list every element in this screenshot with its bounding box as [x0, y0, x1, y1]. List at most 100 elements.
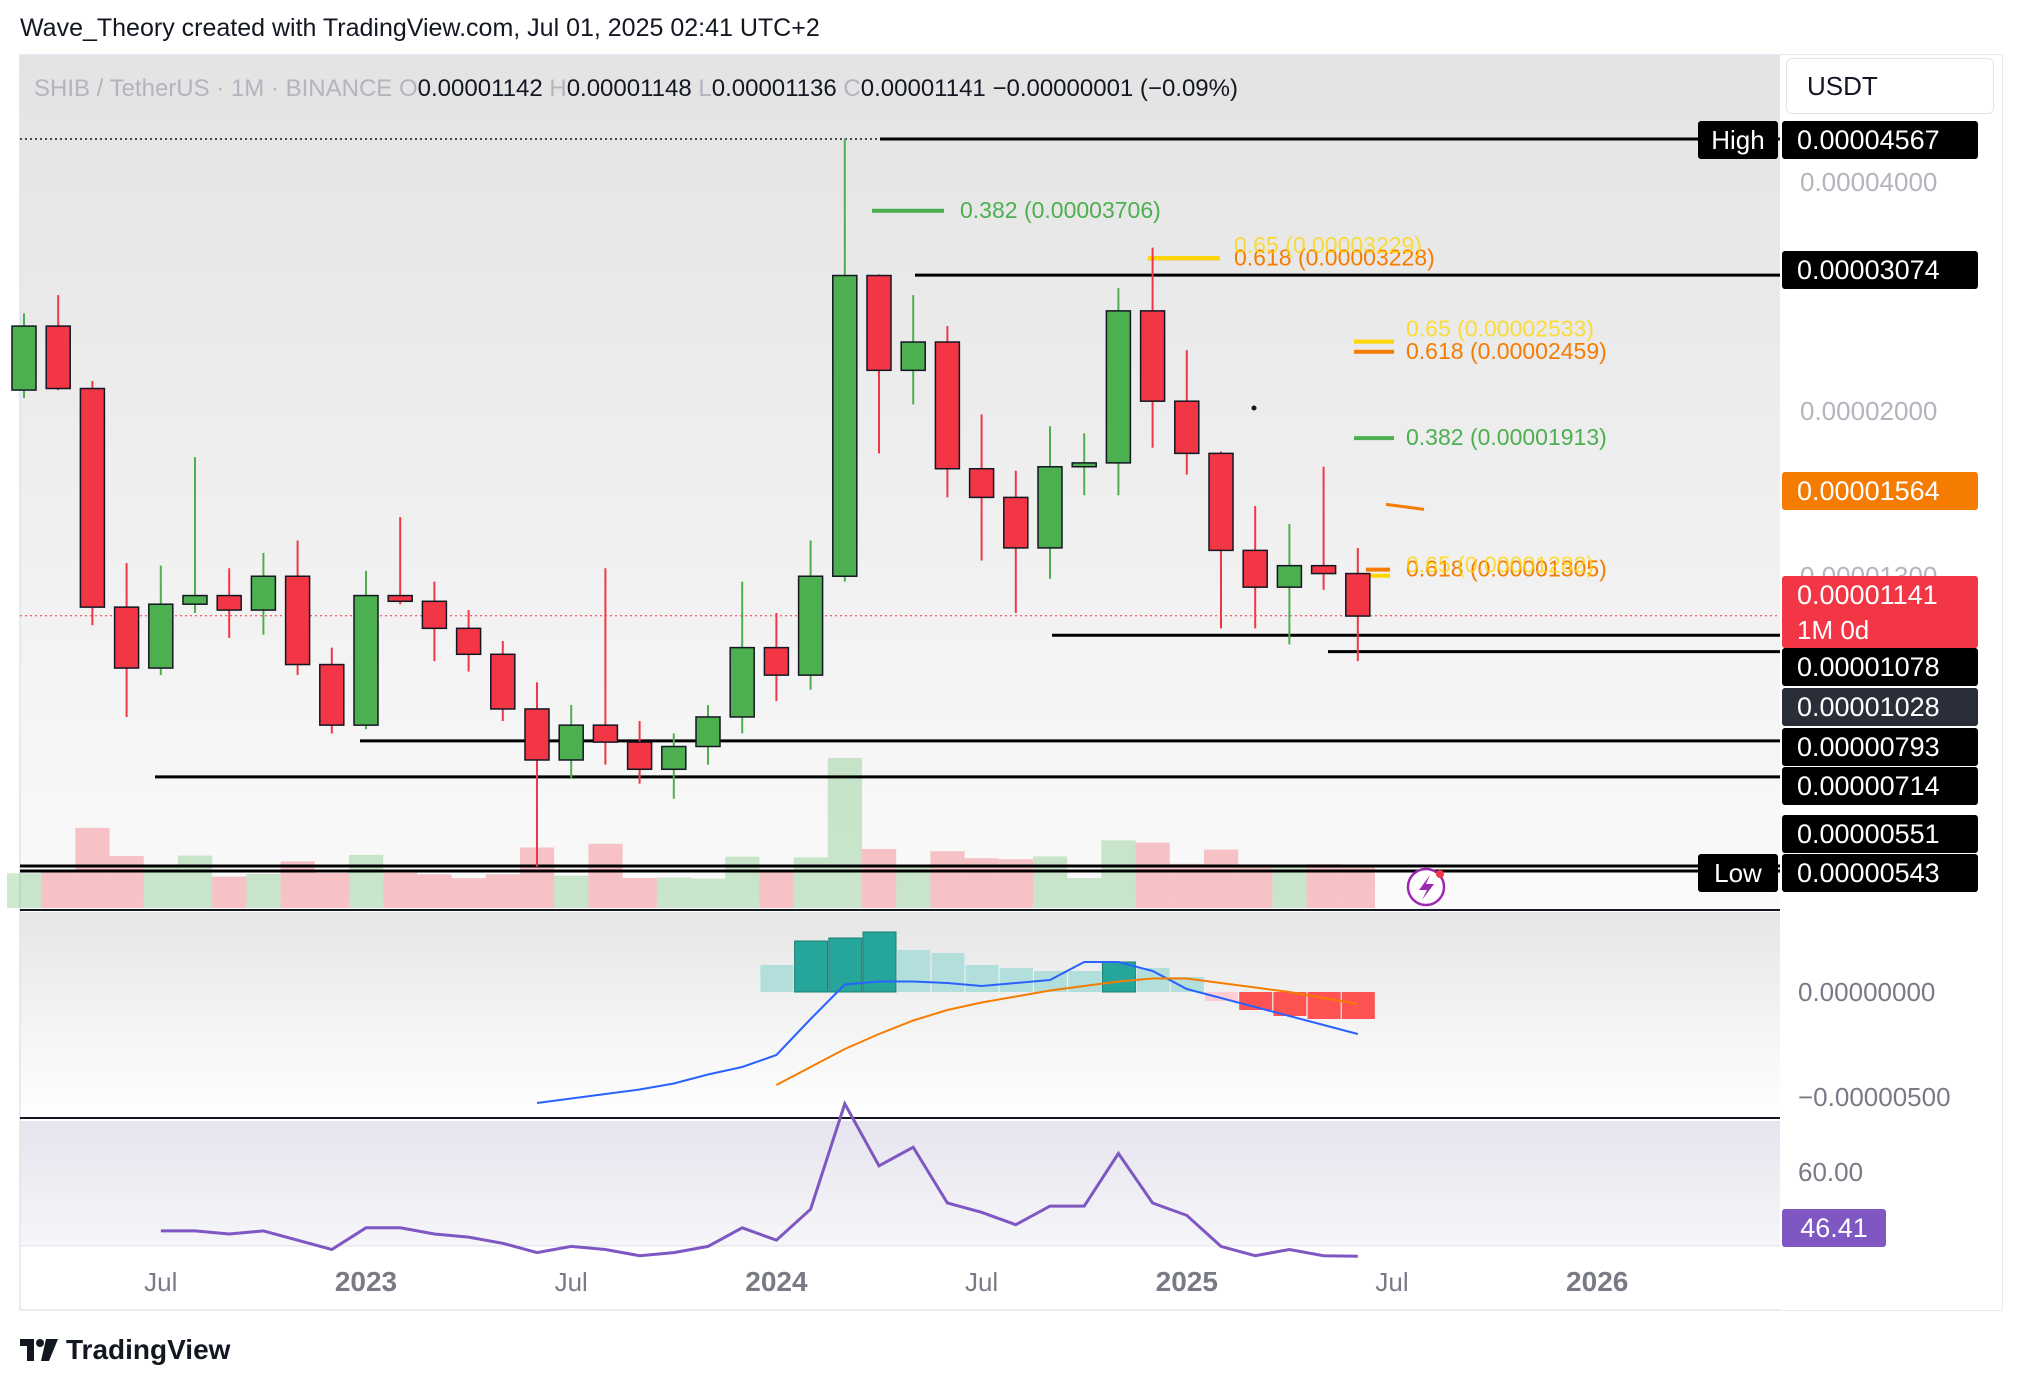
macd-histogram-bar — [1101, 961, 1136, 993]
rsi-value-tag — [1782, 1209, 1886, 1247]
time-tick-label: 2026 — [1566, 1266, 1628, 1297]
volume-bar — [109, 856, 144, 908]
price-tag — [1782, 121, 1978, 159]
price-tag-value: 0.00001141 — [1797, 580, 1938, 610]
candle-body — [1174, 400, 1200, 455]
candle-body — [387, 594, 413, 603]
candle-body — [524, 708, 550, 761]
volume-bar — [485, 874, 520, 908]
fib-label: 0.65 (0.00002533) — [1406, 316, 1594, 342]
candle-body — [1310, 564, 1337, 575]
volume-bar — [588, 843, 623, 908]
macd-histogram-bar — [1068, 971, 1102, 992]
macd-histogram-bar — [1205, 992, 1238, 1001]
rsi-value: 46.41 — [1800, 1213, 1868, 1243]
macd-histogram-bar — [965, 965, 999, 992]
time-tick-label: Jul — [555, 1267, 588, 1297]
candle-body — [592, 724, 619, 743]
volume-bar — [41, 870, 76, 908]
time-tick-label: 2024 — [745, 1266, 808, 1297]
currency-selector[interactable]: USDT — [1786, 58, 1994, 114]
price-tag — [1782, 767, 1978, 805]
fib-levels: 0.382 (0.00003706)0.618 (0.00003228)0.65… — [872, 197, 1607, 582]
time-tick-label: 2023 — [335, 1266, 397, 1297]
candle-body — [79, 387, 106, 608]
legend-segment: 0.00001136 — [712, 75, 844, 102]
extreme-tag-label: High — [1711, 125, 1764, 155]
volume-bar — [178, 855, 213, 908]
candle-body — [1276, 564, 1303, 588]
time-tick-label: 2025 — [1156, 1266, 1218, 1297]
volume-bar — [1101, 840, 1136, 908]
candle-body — [900, 341, 926, 372]
price-tag-countdown: 1M 0d — [1797, 615, 1869, 645]
rsi-pane — [160, 1100, 1358, 1258]
macd-histogram-bar — [794, 940, 829, 993]
macd-tick-label: −0.00000500 — [1798, 1082, 1951, 1112]
candle-body — [216, 594, 242, 611]
volume-bar — [246, 873, 281, 908]
price-tag — [1782, 728, 1978, 766]
candle-body — [353, 594, 379, 726]
macd-histogram-bar — [931, 953, 965, 992]
chart-caption: Wave_Theory created with TradingView.com… — [20, 14, 820, 42]
ohlc-legend: SHIB / TetherUS · 1M · BINANCE O0.000011… — [34, 75, 1238, 102]
candle-body — [558, 724, 584, 761]
legend-segment: H — [549, 75, 566, 102]
notification-dot — [1436, 870, 1444, 878]
candle-body — [729, 646, 755, 718]
price-tag — [1782, 472, 1978, 510]
candle-body — [250, 575, 277, 611]
volume-bar — [1204, 849, 1239, 908]
legend-segment: 0.00001148 — [567, 75, 699, 102]
rsi-pane-bg — [20, 1121, 1780, 1246]
volume-bar — [930, 851, 965, 908]
candle-body — [661, 745, 687, 771]
price-tag — [1782, 251, 1978, 289]
volume-bar — [691, 878, 726, 908]
candle-body — [1242, 549, 1268, 588]
time-axis: Jul 2023 Jul 2024 Jul 2025 Jul 2026 — [144, 1266, 1628, 1297]
price-tick-label: 0.00004000 — [1800, 167, 1937, 197]
lightning-bolt — [1419, 875, 1434, 900]
candle-body — [934, 341, 961, 470]
price-tag-value: 0.00001078 — [1797, 652, 1940, 682]
candle-body — [421, 600, 448, 630]
ohlc-legend-text: SHIB / TetherUS · 1M · BINANCE O0.000011… — [34, 75, 1238, 102]
brand-name: TradingView — [66, 1334, 231, 1365]
candle-body — [1208, 452, 1234, 552]
macd-histogram-bar — [1273, 992, 1307, 1016]
volume-bar — [862, 849, 897, 908]
macd-pane-bg — [20, 912, 1780, 1118]
candles — [11, 138, 1371, 867]
candle-body — [113, 606, 140, 669]
tradingview-logo: TradingView — [20, 1334, 230, 1366]
time-tick-label: Jul — [965, 1267, 998, 1297]
macd-histogram-bar — [1341, 992, 1375, 1019]
volume-bar — [1067, 878, 1102, 908]
fib-label: 0.618 (0.00003228) — [1234, 244, 1435, 270]
macd-line — [536, 961, 1359, 1104]
candle-body — [11, 325, 37, 391]
fib-label: 0.382 (0.00001913) — [1406, 424, 1607, 450]
main-pane-bg — [20, 55, 1780, 910]
volume-bar — [451, 878, 486, 908]
macd-signal-line — [775, 977, 1358, 1086]
volume-bar — [314, 872, 349, 908]
volume-bar — [7, 873, 42, 908]
price-tag-value: 0.00004567 — [1797, 125, 1940, 155]
macd-tick-label: 0.00000000 — [1798, 977, 1935, 1007]
volume-bar — [1033, 856, 1068, 908]
candle-body — [1071, 462, 1097, 468]
time-tick-label: Jul — [144, 1267, 177, 1297]
candle-body — [968, 467, 995, 499]
candle-body — [148, 603, 174, 669]
volume-bar — [280, 861, 315, 908]
price-tag-value: 0.00003074 — [1797, 255, 1940, 285]
legend-segment: 0.00001142 — [418, 75, 550, 102]
candle-body — [490, 653, 516, 710]
volume-bar — [1135, 842, 1170, 908]
volume-bar — [622, 878, 657, 908]
price-tick-label: 0.00002000 — [1800, 396, 1937, 426]
